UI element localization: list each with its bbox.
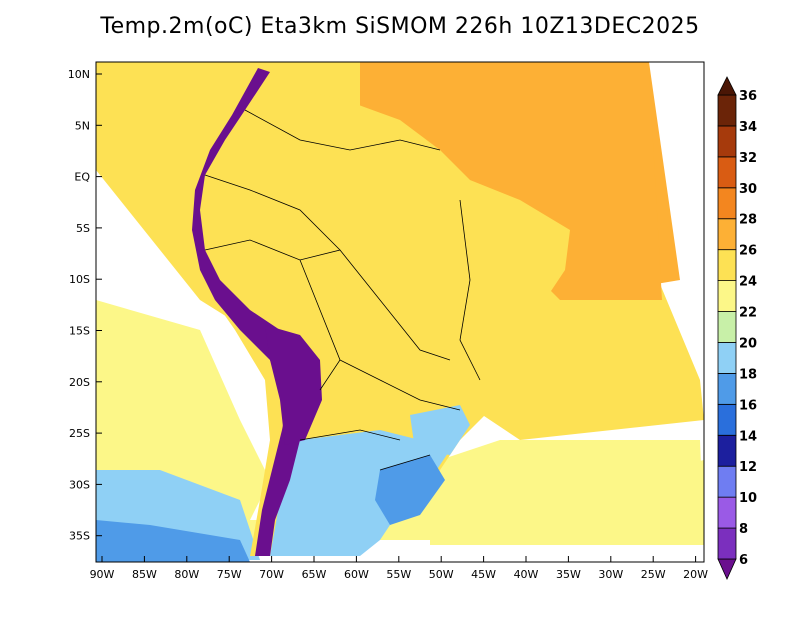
colorbar-box — [717, 434, 737, 467]
colorbar-level-label: 12 — [739, 460, 757, 475]
ocean-far-south-colder — [96, 520, 250, 562]
colorbar-box — [717, 218, 737, 251]
colorbar-level-label: 22 — [739, 306, 757, 321]
colorbar-level-label: 32 — [739, 151, 757, 166]
uruguay-cold — [375, 455, 445, 525]
colorbar-level-label: 20 — [739, 336, 757, 351]
colorbar-level-label: 34 — [739, 120, 757, 135]
map-domain — [96, 62, 704, 562]
lat-tick-label: 10S — [69, 273, 90, 286]
country-borders — [204, 109, 481, 471]
colorbar-level-label: 8 — [739, 522, 748, 537]
map-frame — [95, 61, 705, 563]
colorbar: 6 8 10 12 14 16 18 20 22 24 26 28 30 32 34 36 — [717, 76, 757, 580]
colorbar-min-triangle — [717, 558, 737, 580]
colorbar-level-label: 36 — [739, 89, 757, 104]
colorbar-level-label: 16 — [739, 398, 757, 413]
colorbar-level-label: 26 — [739, 244, 757, 259]
lat-tick-label: 5S — [76, 222, 90, 235]
lat-tick-label: 35S — [69, 530, 90, 543]
colorbar-box — [717, 249, 737, 282]
colorbar-level-label: 10 — [739, 491, 757, 506]
colorbar-level-label: 18 — [739, 367, 757, 382]
lon-tick-label: 60W — [344, 568, 369, 581]
lat-tick-label: 20S — [69, 376, 90, 389]
colorbar-box — [717, 342, 737, 374]
colorbar-box — [717, 527, 737, 560]
colorbar-box — [717, 156, 737, 189]
lat-tick-label: 5N — [75, 119, 90, 132]
colorbar-box — [717, 311, 737, 343]
lon-tick-label: 20W — [683, 568, 708, 581]
south-brazil-cool — [410, 405, 470, 455]
lon-tick-label: 30W — [598, 568, 623, 581]
lon-tick-label: 25W — [641, 568, 666, 581]
colorbar-box — [717, 372, 737, 405]
south-america-landmass — [160, 62, 570, 556]
colorbar-level-label: 6 — [739, 553, 748, 568]
lat-tick-label: 10N — [68, 68, 90, 81]
lon-tick-label: 75W — [217, 568, 242, 581]
colorbar-level-label: 24 — [739, 275, 757, 290]
colorbar-level-label: 14 — [739, 429, 757, 444]
lat-tick-label: 25S — [69, 427, 90, 440]
lon-tick-label: 90W — [90, 568, 115, 581]
altiplano — [265, 325, 322, 445]
colorbar-box — [717, 465, 737, 498]
colorbar-level-label: 30 — [739, 182, 757, 197]
lon-tick-label: 55W — [386, 568, 411, 581]
longitude-axis: 90W 85W 80W 75W 70W 65W 60W 55W 50W 45W 40W 35W 30W 2… — [90, 556, 708, 581]
lon-tick-label: 80W — [174, 568, 199, 581]
lon-tick-label: 35W — [556, 568, 581, 581]
lat-tick-label: 15S — [69, 325, 90, 338]
colorbar-box — [717, 94, 737, 127]
colorbar-box — [717, 496, 737, 529]
colorbar-level-label: 28 — [739, 213, 757, 228]
ocean-south-atlantic-cool — [430, 460, 704, 545]
lat-tick-label: 30S — [69, 478, 90, 491]
ocean-east-warm — [360, 62, 662, 300]
colorbar-box — [717, 280, 737, 312]
latitude-axis: 10N 5N EQ 5S 10S 15S 20S 25S 30S 35S — [68, 68, 102, 543]
colorbar-max-triangle — [717, 76, 737, 96]
lon-tick-label: 65W — [302, 568, 327, 581]
lon-tick-label: 40W — [514, 568, 539, 581]
chart-title: Temp.2m(oC) Eta3km SiSMOM 226h 10Z13DEC2… — [100, 14, 700, 39]
lon-tick-label: 70W — [259, 568, 284, 581]
lat-tick-label: EQ — [74, 171, 90, 184]
colorbar-box — [717, 187, 737, 220]
lon-tick-label: 50W — [429, 568, 454, 581]
southern-cone-cool — [270, 430, 450, 556]
colorbar-box — [717, 125, 737, 158]
lon-tick-label: 85W — [132, 568, 157, 581]
colorbar-box — [717, 403, 737, 436]
lon-tick-label: 45W — [471, 568, 496, 581]
